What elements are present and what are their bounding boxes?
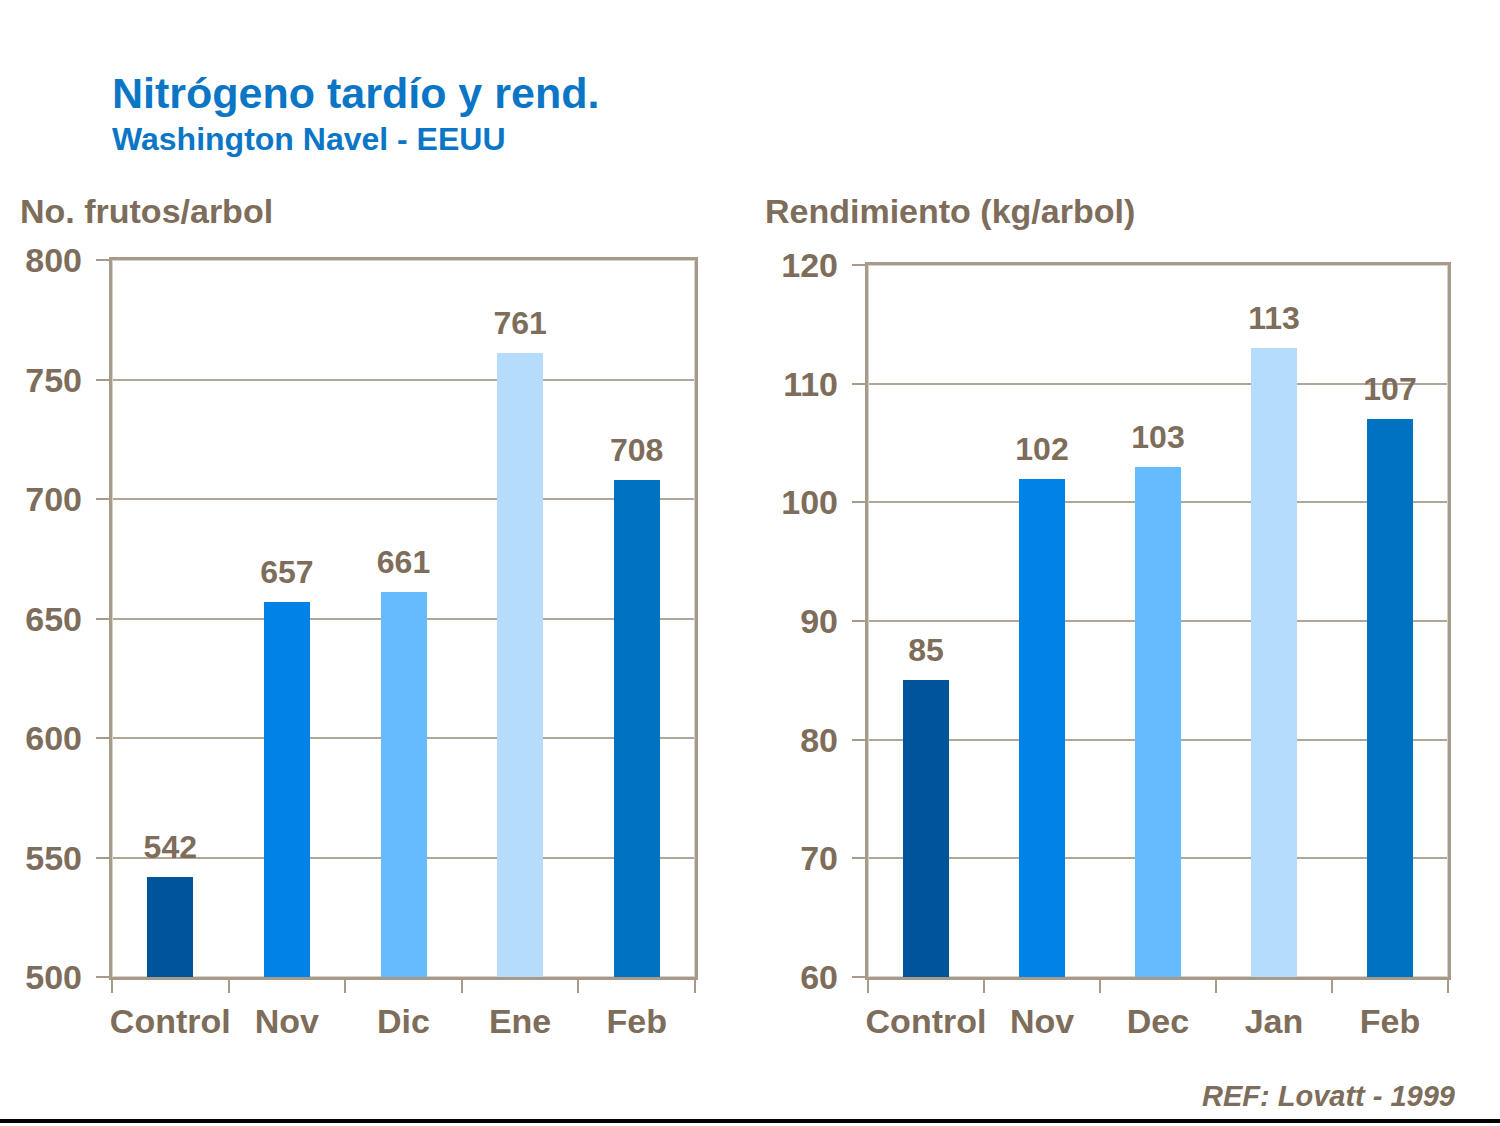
bar [614,480,660,977]
x-axis-tick [1331,980,1333,993]
bar [903,680,949,977]
x-axis-tick [461,980,463,993]
bar [497,353,543,977]
y-axis-tick [852,857,865,859]
bar [1251,348,1297,977]
page-subtitle: Washington Navel - EEUU [112,120,506,158]
bar [1135,467,1181,977]
x-axis-tick [577,980,579,993]
y-axis-tick [852,501,865,503]
right-chart-axis-title: Rendimiento (kg/arbol) [765,192,1135,231]
y-axis-tick [96,259,109,261]
y-axis-tick [96,379,109,381]
y-tick-label: 60 [693,956,838,998]
y-axis-tick [96,737,109,739]
y-tick-label: 80 [693,719,838,761]
y-axis-tick [96,976,109,978]
x-axis-tick [344,980,346,993]
y-axis-tick [96,498,109,500]
x-axis-tick [111,980,113,993]
bar-value-label: 708 [567,430,707,470]
y-axis-tick [96,618,109,620]
y-tick-label: 110 [693,363,838,405]
bar-value-label: 85 [856,630,996,670]
y-axis-tick [852,383,865,385]
bar-value-label: 661 [334,542,474,582]
y-axis-tick [852,264,865,266]
y-tick-label: 700 [0,478,82,520]
reference-text: REF: Lovatt - 1999 [1202,1080,1455,1113]
y-axis-tick [852,976,865,978]
y-tick-label: 70 [693,837,838,879]
bar [264,602,310,977]
x-axis-tick [867,980,869,993]
bar-value-label: 107 [1320,369,1460,409]
y-tick-label: 550 [0,837,82,879]
y-tick-label: 90 [693,600,838,642]
bar-value-label: 103 [1088,417,1228,457]
y-axis-tick [852,620,865,622]
x-axis-tick [983,980,985,993]
x-category-label: Feb [547,1001,727,1041]
x-axis-tick [1099,980,1101,993]
bar [1367,419,1413,977]
bar-value-label: 113 [1204,298,1344,338]
bar [1019,479,1065,977]
x-axis-tick [228,980,230,993]
y-tick-label: 120 [693,244,838,286]
y-axis-tick [852,739,865,741]
x-category-label: Feb [1300,1001,1480,1041]
x-axis-tick [1447,980,1449,993]
left-chart-axis-title: No. frutos/arbol [20,192,273,231]
bar-value-label: 542 [100,827,240,867]
bar [381,592,427,977]
page-title: Nitrógeno tardío y rend. [112,68,599,118]
bar-value-label: 761 [450,303,590,343]
bottom-divider [0,1119,1500,1123]
bar [147,877,193,977]
y-tick-label: 100 [693,481,838,523]
y-tick-label: 650 [0,598,82,640]
slide: Nitrógeno tardío y rend. Washington Nave… [0,0,1500,1126]
y-tick-label: 800 [0,239,82,281]
y-tick-label: 750 [0,359,82,401]
x-axis-tick [1215,980,1217,993]
y-tick-label: 500 [0,956,82,998]
y-tick-label: 600 [0,717,82,759]
